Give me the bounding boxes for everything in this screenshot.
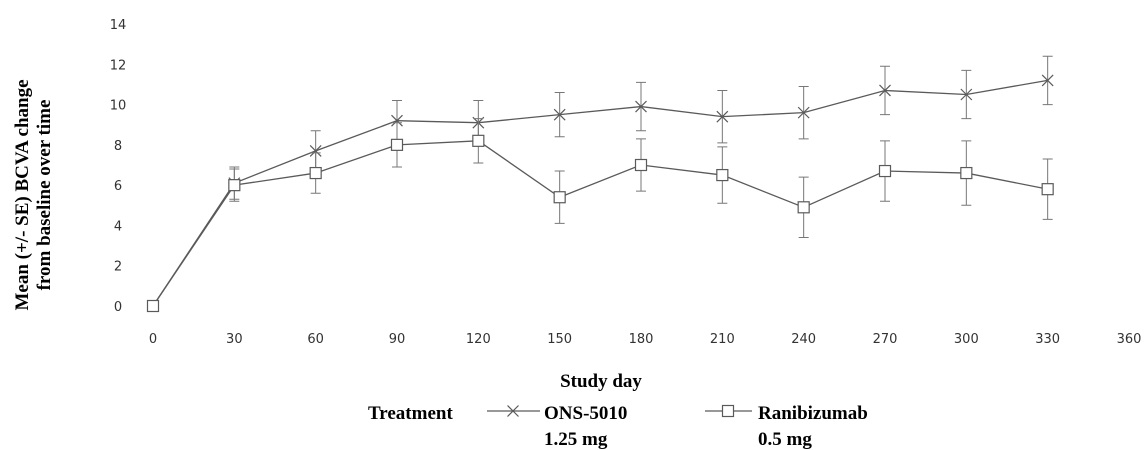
data-point — [390, 138, 404, 151]
x-tick-label: 360 — [1117, 332, 1142, 347]
x-tick-label: 120 — [466, 332, 491, 347]
y-tick-label: 12 — [110, 58, 127, 73]
data-point — [228, 179, 241, 192]
plot-area — [146, 55, 1054, 313]
y-axis-title: Mean (+/- SE) BCVA change from baseline … — [12, 79, 55, 310]
x-tick-label: 330 — [1035, 332, 1060, 347]
series-line — [152, 79, 1048, 307]
data-point — [960, 166, 973, 180]
data-point — [716, 168, 729, 182]
y-tick-label: 14 — [110, 18, 127, 33]
x-tick-label: 30 — [226, 332, 243, 347]
legend-marker-ranibizumab — [705, 404, 752, 418]
data-point — [309, 144, 322, 157]
series-ranibizumab — [146, 118, 1054, 313]
data-point — [634, 158, 648, 172]
series-line — [152, 140, 1048, 307]
y-tick-label: 8 — [114, 139, 122, 154]
x-tick-label: 300 — [954, 332, 979, 347]
data-point — [716, 110, 729, 123]
x-tick-label: 60 — [307, 332, 324, 347]
legend: Treatment ONS-5010 1.25 mg Ranibizumab 0… — [368, 403, 868, 450]
x-tick-label: 270 — [873, 332, 898, 347]
legend-label-ons-5010: ONS-5010 — [544, 403, 627, 424]
data-point — [1041, 74, 1054, 87]
data-point — [146, 299, 160, 313]
y-tick-label: 4 — [114, 219, 122, 234]
data-point — [553, 191, 566, 204]
legend-label-ranibizumab: Ranibizumab — [758, 403, 868, 424]
y-tick-label: 2 — [114, 260, 122, 275]
y-tick-label: 0 — [114, 300, 122, 315]
series-ons-5010 — [147, 55, 1054, 312]
legend-title: Treatment — [368, 403, 453, 424]
legend-x-marker — [507, 405, 519, 417]
x-axis-title: Study day — [560, 371, 642, 392]
data-point — [878, 164, 892, 178]
x-tick-label: 0 — [149, 332, 157, 347]
y-axis-title-line-1: Mean (+/- SE) BCVA change — [12, 79, 33, 310]
data-point — [797, 201, 810, 214]
data-point — [553, 108, 566, 121]
legend-marker-ons-5010 — [487, 405, 540, 417]
x-tick-label: 240 — [791, 332, 816, 347]
data-point — [879, 84, 891, 97]
data-point — [635, 100, 647, 113]
y-axis-ticks: 0 2 4 6 8 10 12 14 — [110, 18, 127, 315]
data-point — [472, 134, 485, 147]
legend-dose-ranibizumab: 0.5 mg — [758, 429, 812, 450]
data-point — [391, 114, 403, 127]
x-tick-label: 90 — [389, 332, 406, 347]
x-tick-label: 180 — [629, 332, 654, 347]
data-point — [309, 166, 322, 180]
y-axis-title-line-2: from baseline over time — [34, 100, 55, 291]
legend-square-marker — [721, 404, 735, 418]
x-tick-label: 210 — [710, 332, 735, 347]
data-point — [960, 88, 973, 101]
legend-dose-ons-5010: 1.25 mg — [544, 429, 608, 450]
x-axis-ticks: 0 30 60 90 120 150 180 210 240 270 300 330 360 — [149, 332, 1142, 347]
y-tick-label: 10 — [110, 99, 127, 114]
x-tick-label: 150 — [547, 332, 572, 347]
y-tick-label: 6 — [114, 179, 122, 194]
data-point — [1041, 183, 1054, 196]
data-point — [797, 106, 810, 119]
